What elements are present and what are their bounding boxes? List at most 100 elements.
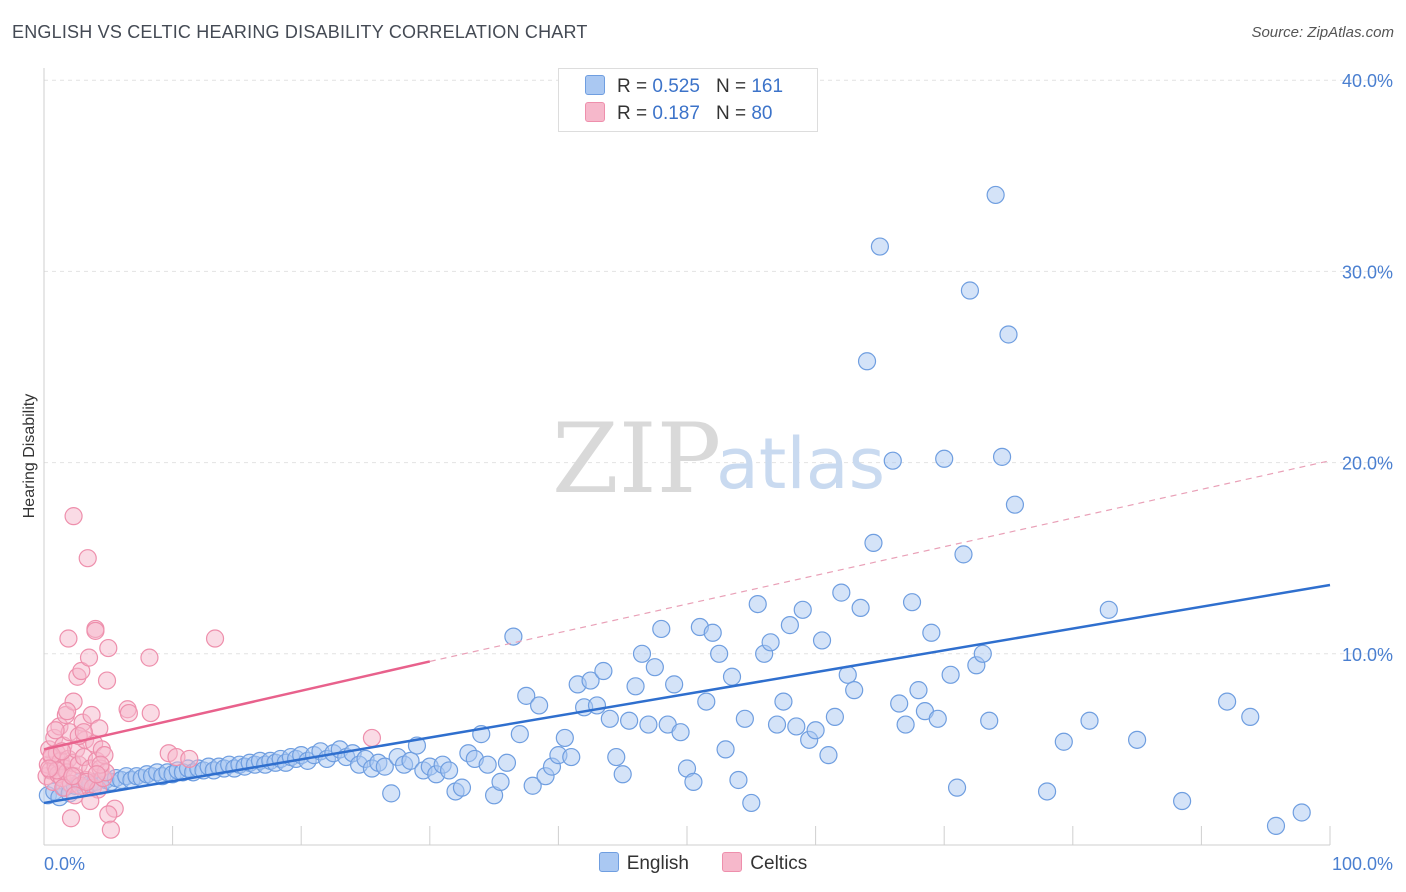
- english-point: [748, 594, 767, 614]
- english-point: [735, 709, 754, 728]
- english-point: [787, 717, 806, 736]
- english-point: [774, 692, 793, 711]
- english-point: [497, 753, 517, 772]
- english-point: [703, 623, 722, 642]
- english-point: [1005, 495, 1025, 514]
- legend-row-celtic: R = 0.187 N = 80: [585, 102, 772, 126]
- english-point: [1127, 730, 1147, 749]
- english-point: [594, 661, 613, 681]
- english-point: [890, 694, 909, 713]
- english-point: [510, 725, 529, 744]
- x-tick-label: 100.0%: [1332, 854, 1393, 874]
- english-point: [825, 707, 844, 726]
- legend-box: R = 0.525 N = 161 R = 0.187 N = 80: [558, 68, 818, 132]
- y-tick-label: 10.0%: [1342, 645, 1393, 665]
- celtic-point: [61, 809, 81, 828]
- celtic-swatch-icon: [585, 102, 605, 122]
- celtic-point: [87, 765, 106, 784]
- english-point: [992, 447, 1012, 466]
- english-point: [1218, 692, 1237, 711]
- english-point: [1173, 791, 1192, 811]
- english-point: [439, 761, 459, 780]
- celtic-point: [119, 703, 138, 723]
- legend-item-english[interactable]: English: [598, 852, 690, 875]
- english-point: [742, 793, 761, 813]
- grid-lines: [44, 79, 1392, 655]
- english-point: [401, 751, 420, 770]
- series-legend: English Celtics: [0, 852, 1406, 875]
- english-point: [632, 644, 652, 663]
- english-point: [941, 665, 960, 684]
- celtic-point: [59, 629, 78, 648]
- english-point: [909, 681, 928, 700]
- english-point: [1054, 732, 1073, 751]
- english-point: [382, 784, 401, 803]
- english-point: [697, 692, 716, 711]
- english-point: [980, 711, 999, 730]
- english-point: [523, 776, 542, 795]
- english-point: [517, 686, 536, 705]
- celtic-point: [141, 703, 160, 723]
- legend-n-value: 80: [751, 103, 773, 124]
- celtic-point: [79, 648, 99, 667]
- celtic-point: [72, 661, 91, 681]
- english-point: [375, 757, 394, 776]
- legend-label: English: [626, 853, 690, 874]
- english-point: [1292, 803, 1311, 822]
- english-point: [960, 281, 980, 300]
- celtic-trend-line: [43, 660, 431, 751]
- x-tick-label: 0.0%: [44, 854, 85, 874]
- legend-r-value: 0.525: [652, 76, 700, 97]
- celtic-point: [205, 629, 225, 648]
- english-point: [999, 325, 1018, 344]
- legend-r-label: R =: [617, 76, 648, 97]
- english-point: [722, 667, 742, 686]
- celtic-point: [97, 671, 117, 690]
- english-point: [671, 723, 690, 742]
- english-point: [710, 644, 729, 663]
- english-point: [1099, 600, 1118, 619]
- english-point: [562, 747, 581, 767]
- celtic-point: [362, 728, 382, 748]
- y-tick-label: 20.0%: [1342, 454, 1393, 474]
- english-point: [491, 772, 510, 792]
- english-point: [812, 631, 832, 650]
- english-point: [684, 772, 703, 792]
- celtic-point: [82, 705, 101, 725]
- celtic-point: [40, 759, 59, 778]
- celtic-point: [46, 721, 65, 740]
- english-point: [613, 765, 632, 784]
- english-point: [761, 633, 780, 652]
- english-point: [935, 449, 954, 468]
- tick-labels: 10.0% 20.0% 30.0% 40.0% 0.0% 100.0%: [44, 71, 1393, 874]
- english-point: [555, 728, 574, 748]
- english-point: [452, 778, 472, 797]
- celtic-point: [180, 749, 199, 769]
- celtic-point: [86, 621, 105, 640]
- watermark-atlas: atlas: [716, 423, 885, 505]
- celtic-point: [78, 549, 97, 568]
- source-credit: Source: ZipAtlas.com: [1251, 24, 1394, 41]
- trend-lines: [43, 460, 1331, 805]
- legend-row-english: R = 0.525 N = 161: [585, 75, 783, 99]
- english-point: [665, 675, 684, 694]
- english-point: [870, 237, 890, 256]
- english-point: [645, 658, 664, 677]
- english-point: [922, 623, 941, 642]
- legend-item-celtics[interactable]: Celtics: [722, 852, 807, 875]
- celtic-point: [99, 805, 118, 824]
- english-point: [832, 583, 851, 602]
- english-point: [729, 770, 748, 790]
- english-point: [1037, 782, 1057, 801]
- english-point: [947, 778, 967, 797]
- english-point: [954, 545, 973, 564]
- english-point: [845, 681, 864, 700]
- legend-n-label: N =: [715, 103, 747, 124]
- celtic-point: [140, 648, 159, 667]
- english-point: [986, 185, 1005, 205]
- english-point: [851, 598, 870, 618]
- english-point: [581, 671, 600, 690]
- legend-r-label: R =: [617, 103, 648, 124]
- english-point: [928, 709, 947, 728]
